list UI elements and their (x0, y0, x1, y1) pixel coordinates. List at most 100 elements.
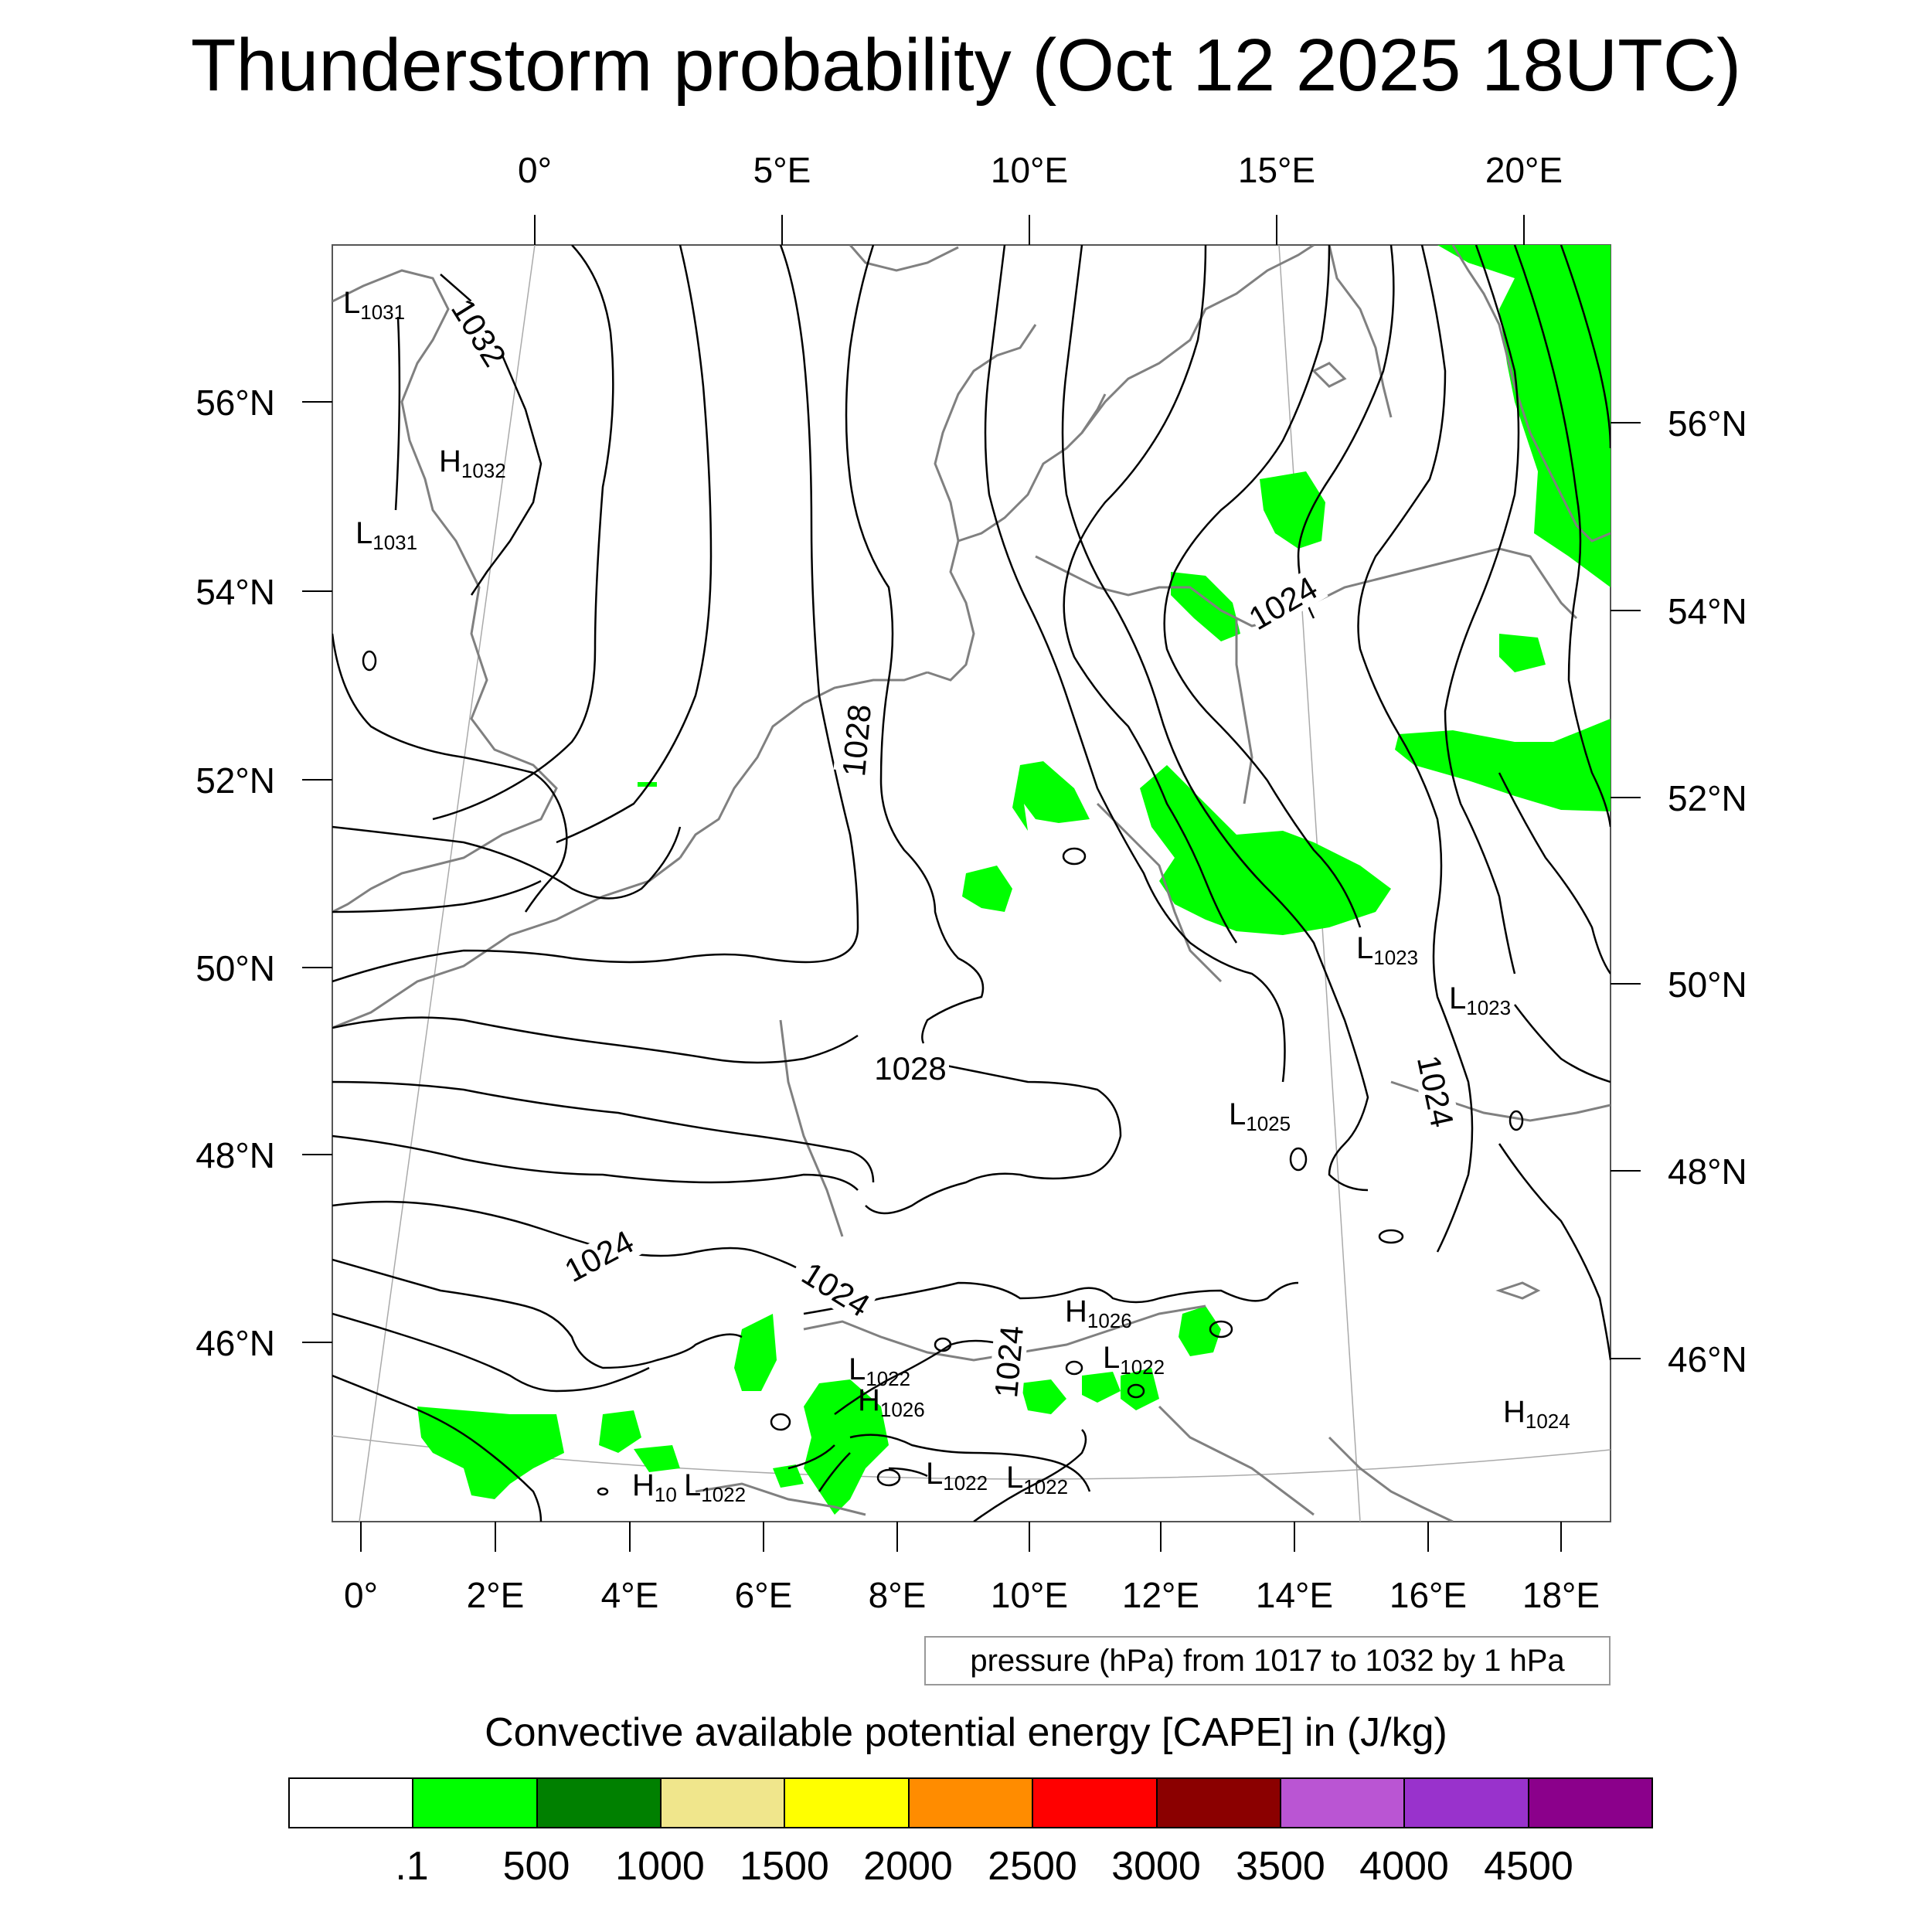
isobar-1024-east (984, 245, 1286, 1083)
isobars (332, 245, 1611, 1522)
cape-area-provence (634, 1445, 680, 1472)
colorbar-swatch (1033, 1779, 1158, 1827)
tick-label: 20°E (1485, 150, 1563, 190)
isobar-label: 1028 (835, 702, 878, 777)
pressure-center-label: H1026 (858, 1383, 925, 1421)
coast-germany-north (927, 324, 1037, 682)
tick-label: 54°N (196, 572, 275, 612)
isobar-ring-a (362, 650, 377, 672)
colorbar-swatch (1405, 1779, 1529, 1827)
contour-info-box: pressure (hPa) from 1017 to 1032 by 1 hP… (924, 1636, 1611, 1685)
coast-italy-north (1158, 1405, 1315, 1516)
isobar-1028-main (845, 245, 985, 1044)
pressure-center-label: L1023 (1449, 981, 1511, 1019)
tick-label: 14°E (1256, 1575, 1333, 1615)
colorbar-swatch (537, 1779, 662, 1827)
tick-label: 15°E (1238, 150, 1315, 190)
pressure-center-label: H1032 (439, 444, 506, 482)
cape-area-lombardy (1082, 1372, 1121, 1403)
cape-area-piemont (773, 1464, 804, 1488)
border-germany-czech (1096, 802, 1223, 983)
pressure-center-label: L1022 (926, 1457, 988, 1495)
colorbar-swatch (1281, 1779, 1406, 1827)
tick-label: 56°N (1668, 403, 1747, 444)
cape-area-hessen (1012, 761, 1090, 831)
tick-label: 12°E (1122, 1575, 1199, 1615)
colorbar-label: .1 (395, 1844, 429, 1889)
cape-area-alps-central (804, 1379, 889, 1515)
colorbar-swatch (1157, 1779, 1281, 1827)
colorbar-swatch (785, 1779, 910, 1827)
colorbar-label: 3500 (1236, 1844, 1325, 1889)
tick-label: 54°N (1668, 591, 1747, 631)
pressure-center-label: L1025 (1229, 1097, 1291, 1135)
top-tick-labels: 0° 5°E 10°E 15°E 20°E (518, 150, 1563, 190)
pressure-center-label: L1031 (355, 516, 417, 554)
tick-marks (302, 215, 1641, 1552)
left-tick-labels: 56°N 54°N 52°N 50°N 48°N 46°N (196, 383, 275, 1363)
tick-label: 46°N (196, 1323, 275, 1363)
cape-area-poland-north (1499, 634, 1546, 672)
map-title: Thunderstorm probability (Oct 12 2025 18… (190, 24, 1742, 107)
tick-label: 50°N (196, 948, 275, 988)
colorbar-label: 4000 (1359, 1844, 1449, 1889)
cape-area-sweden (1260, 471, 1325, 549)
coast-sweden-east (1328, 245, 1393, 418)
coast-baltic-islands (1311, 362, 1347, 388)
colorbar-label: 4500 (1484, 1844, 1573, 1889)
coastlines (332, 245, 1611, 1522)
tick-label: 10°E (991, 1575, 1068, 1615)
tick-label: 6°E (735, 1575, 793, 1615)
coast-baltic-south (1035, 547, 1578, 628)
isobar-1024-south (803, 1281, 1299, 1315)
tick-label: 48°N (1668, 1151, 1747, 1192)
coast-sweden (1080, 245, 1315, 434)
cape-area-rhineland (962, 866, 1012, 912)
colorbar-swatch (1529, 1779, 1651, 1827)
tick-label: 52°N (196, 760, 275, 801)
coast-france-channel (332, 856, 681, 1029)
pressure-center-label: L1022 (849, 1352, 910, 1390)
tick-label: 18°E (1522, 1575, 1600, 1615)
tick-label: 48°N (196, 1135, 275, 1175)
bottom-tick-labels: 0° 2°E 4°E 6°E 8°E 10°E 12°E 14°E 16°E 1… (344, 1575, 1600, 1615)
tick-label: 4°E (601, 1575, 659, 1615)
pressure-center-label: L1023 (1356, 931, 1418, 969)
tick-label: 5°E (753, 150, 811, 190)
colorbar-title: Convective available potential energy [C… (485, 1710, 1447, 1755)
tick-label: 46°N (1668, 1339, 1747, 1379)
colorbar-swatch (662, 1779, 786, 1827)
coast-britain (332, 269, 558, 913)
tick-label: 52°N (1668, 778, 1747, 818)
pressure-center-label: L1022 (1006, 1461, 1068, 1498)
cape-area-france-small (638, 782, 657, 787)
coast-adriatic (1328, 1436, 1454, 1522)
pressure-center-label: H10 (632, 1468, 677, 1506)
lake-balaton (1495, 1281, 1541, 1300)
cape-area-lyon (599, 1410, 641, 1453)
colorbar-label: 2000 (863, 1844, 953, 1889)
colorbar-label: 2500 (988, 1844, 1077, 1889)
isobar-label: 1028 (874, 1050, 946, 1087)
colorbar-label: 1500 (740, 1844, 829, 1889)
colorbar-label: 1000 (615, 1844, 705, 1889)
colorbar-swatch (909, 1779, 1034, 1827)
coast-norway (849, 245, 959, 272)
cape-area-austria (1179, 1306, 1221, 1356)
cape-area-rugen (1171, 572, 1240, 641)
tick-label: 0° (344, 1575, 378, 1615)
cape-area-alps-west (734, 1314, 777, 1391)
tick-label: 10°E (991, 150, 1068, 190)
pressure-center-label: L1022 (684, 1468, 746, 1506)
pressure-centers: L1031 H1032 L1031 L1023 L1023 L1025 H102… (343, 286, 1570, 1506)
tick-label: 50°N (1668, 964, 1747, 1005)
coast-benelux (679, 671, 928, 859)
colorbar-swatch (413, 1779, 538, 1827)
pressure-center-label: H1024 (1503, 1395, 1570, 1433)
colorbar-labels: .1 500 1000 1500 2000 2500 3000 3500 400… (0, 1843, 1932, 1897)
tick-label: 0° (518, 150, 552, 190)
cape-area-poland (1395, 719, 1611, 811)
coast-mediterranean (695, 1482, 866, 1516)
colorbar-label: 3000 (1111, 1844, 1201, 1889)
